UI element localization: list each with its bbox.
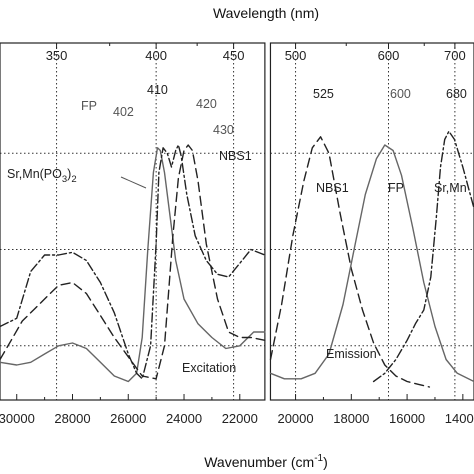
top-tick-label: 400 [145,48,167,63]
srmn-label-prefix: Sr,Mn(PO [7,167,62,181]
annotation-emission: Emission [326,347,377,361]
annotation-fp-excitation: FP [81,99,97,113]
series-line-2 [0,144,266,380]
series-line-1 [0,144,266,380]
series-line-5 [372,130,474,383]
grid-lines [0,43,474,400]
panel-frame-emission [269,42,474,401]
bottom-tick-label: 22000 [222,411,258,426]
bottom-tick-label: 14000 [445,411,474,426]
annotation-peak-680: 680 [446,87,467,101]
plot-frames [0,42,474,401]
annotation-srmn-excitation: Sr,Mn(PO3)2 [7,167,77,185]
annotation-excitation: Excitation [182,361,236,375]
annotation-peak-430: 430 [213,123,234,137]
annotation-nbs1-excitation: NBS1 [219,149,252,163]
bottom-axis-title-sup: -1 [314,453,323,464]
annotation-peak-420: 420 [196,97,217,111]
srmn-label-sub1: 3 [62,174,67,185]
bottom-tick-label: 16000 [389,411,425,426]
tick-labels: 30000 28000 26000 24000 22000 20000 18000 16000… [0,48,474,426]
bottom-tick-label: 28000 [54,411,90,426]
top-tick-label: 500 [285,48,307,63]
bottom-tick-label: 30000 [0,411,35,426]
srmn-pointer-line [120,176,147,189]
annotation-nbs1-emission: NBS1 [316,181,349,195]
bottom-axis-title-main: Wavenumber (cm [204,454,314,470]
srmn-label-sub2: 2 [71,174,76,185]
annotation-peak-600: 600 [390,87,411,101]
bottom-tick-label: 20000 [277,411,313,426]
top-tick-label: 700 [444,48,466,63]
top-tick-label: 450 [223,48,245,63]
series-line-3 [269,136,431,388]
bottom-tick-label: 18000 [333,411,369,426]
series-line-0 [0,147,266,383]
panel-frame-excitation [0,42,266,401]
top-tick-label: 350 [46,48,68,63]
tick-marks [16,43,464,400]
annotation-peak-525: 525 [313,87,334,101]
annotation-fp-emission: FP [388,181,404,195]
series-line-4 [269,144,474,383]
annotation-peak-410: 410 [147,83,168,97]
bottom-axis-title-end: ) [323,454,328,470]
annotation-peak-402: 402 [113,105,134,119]
bottom-axis-title: Wavenumber (cm-1) [204,453,328,470]
series-layer [0,130,474,388]
bottom-tick-label: 26000 [110,411,146,426]
annotation-srmn-emission: Sr,Mn [434,181,467,195]
srmn-label-close: ) [67,167,71,181]
top-axis-title: Wavelength (nm) [213,5,319,21]
bottom-tick-label: 24000 [166,411,202,426]
top-tick-label: 600 [378,48,400,63]
